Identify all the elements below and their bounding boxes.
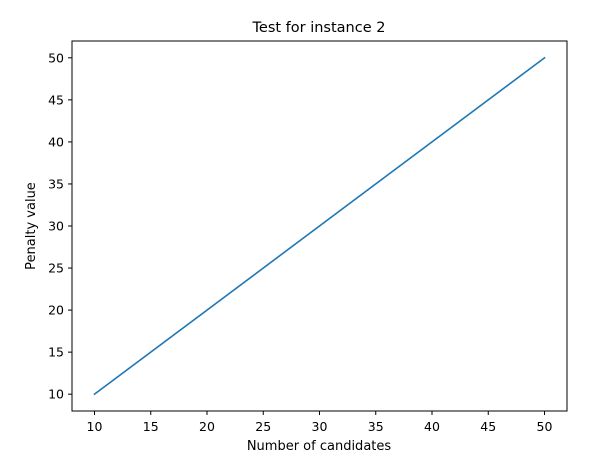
x-tick-label: 50 (537, 419, 553, 434)
x-tick-label: 20 (199, 419, 215, 434)
x-tick-label: 30 (312, 419, 328, 434)
x-tick-label: 40 (424, 419, 440, 434)
y-tick-label: 45 (48, 92, 64, 107)
plot-area (93, 56, 546, 396)
y-tick-label: 25 (48, 261, 64, 276)
x-axis-label: Number of candidates (247, 439, 392, 454)
y-axis-ticks: 10 15 20 25 30 35 40 45 50 (48, 50, 72, 402)
x-tick-label: 35 (368, 419, 384, 434)
y-tick-label: 15 (48, 345, 64, 360)
y-axis-label: Penalty value (24, 182, 39, 270)
x-tick-label: 25 (255, 419, 271, 434)
y-tick-label: 10 (48, 387, 64, 402)
series-line-0 (93, 56, 546, 396)
x-tick-label: 45 (480, 419, 496, 434)
x-axis-ticks: 10 15 20 25 30 35 40 45 50 (87, 411, 553, 434)
y-tick-label: 40 (48, 134, 64, 149)
y-tick-label: 35 (48, 176, 64, 191)
axes-frame (71, 40, 568, 412)
x-tick-label: 15 (143, 419, 159, 434)
x-tick-label: 10 (87, 419, 103, 434)
y-tick-label: 30 (48, 219, 64, 234)
y-tick-label: 20 (48, 303, 64, 318)
y-tick-label: 50 (48, 50, 64, 65)
chart-title: Test for instance 2 (252, 20, 386, 36)
